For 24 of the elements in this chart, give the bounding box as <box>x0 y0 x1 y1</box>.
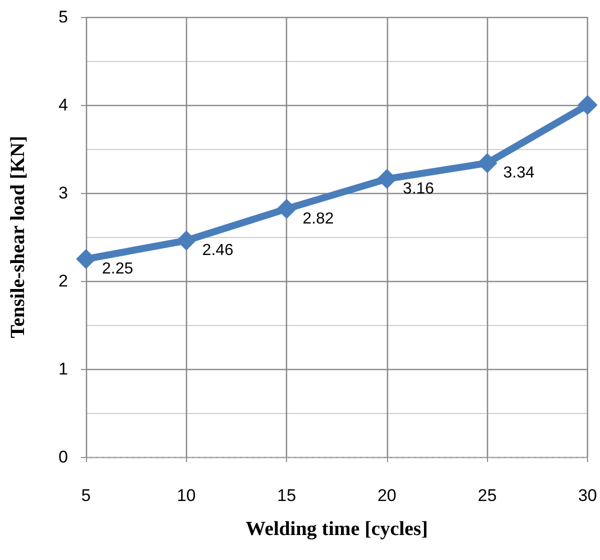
data-label: 2.25 <box>102 260 134 278</box>
y-tick-label: 0 <box>58 448 68 466</box>
point <box>578 95 598 115</box>
x-tick-label: 20 <box>377 486 396 505</box>
data-label: 2.46 <box>202 242 234 260</box>
y-axis-title: Tensile-shear load [KN] <box>7 136 29 338</box>
y-tick-label: 4 <box>58 96 68 114</box>
data-label: 3.34 <box>503 164 534 182</box>
point <box>76 249 96 269</box>
point <box>176 230 196 251</box>
x-tick-label: 30 <box>578 486 598 505</box>
y-tick-label: 5 <box>58 8 68 26</box>
data-label: 3.16 <box>402 180 434 198</box>
x-axis-title: Welding time [cycles] <box>246 518 428 540</box>
y-tick-label: 3 <box>58 184 68 202</box>
point <box>276 198 297 219</box>
x-tick-label: 10 <box>176 486 196 505</box>
data-label: 2.82 <box>302 210 334 228</box>
x-tick-label: 25 <box>478 486 497 505</box>
x-tick-label: 15 <box>277 486 296 505</box>
point <box>376 168 397 189</box>
y-tick-label: 1 <box>58 360 68 378</box>
x-tick-label: 5 <box>81 486 91 505</box>
y-tick-label: 2 <box>58 272 68 290</box>
